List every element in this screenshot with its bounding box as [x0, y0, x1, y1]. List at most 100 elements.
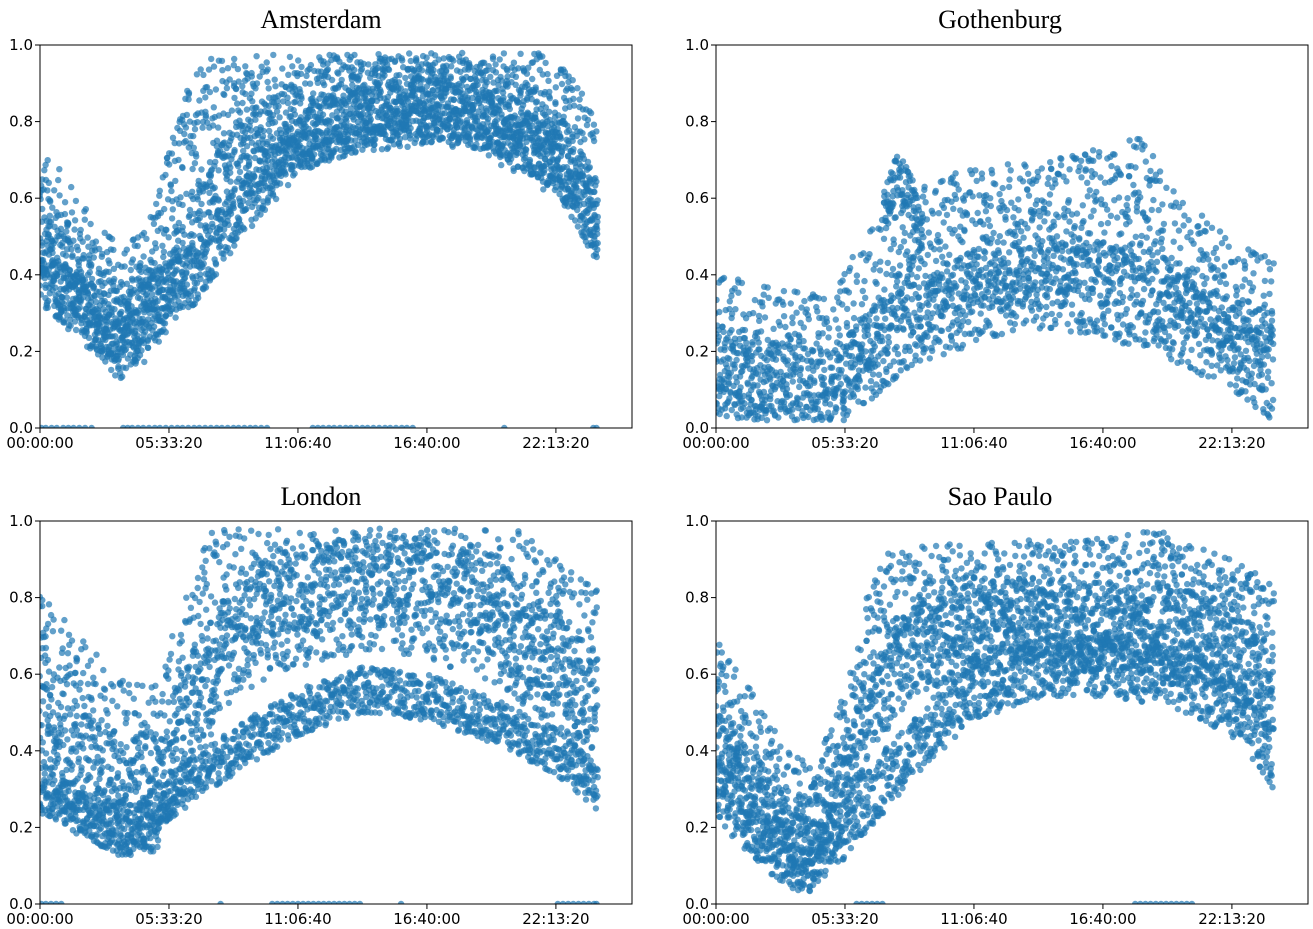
scatter-point [498, 161, 505, 169]
scatter-point [271, 156, 278, 163]
scatter-point [529, 129, 536, 136]
scatter-point [264, 138, 271, 146]
scatter-point [439, 110, 446, 117]
scatter-point [183, 190, 190, 197]
scatter-point [213, 424, 220, 428]
scatter-point [579, 130, 586, 137]
scatter-point [908, 296, 916, 303]
scatter-point [1209, 337, 1216, 344]
scatter-point [80, 282, 87, 289]
scatter-point [69, 252, 76, 259]
scatter-point [862, 294, 869, 301]
scatter-point [298, 95, 305, 102]
scatter-point [523, 70, 531, 77]
scatter-point [196, 208, 203, 215]
scatter-point [169, 134, 177, 141]
scatter-point [578, 193, 585, 201]
scatter-point [764, 336, 771, 344]
scatter-point [281, 169, 289, 176]
scatter-point [301, 133, 308, 141]
scatter-point [803, 306, 810, 313]
scatter-point [240, 147, 247, 155]
scatter-point [100, 271, 107, 279]
scatter-point [478, 103, 485, 111]
scatter-point [896, 262, 904, 269]
scatter-point [484, 127, 491, 135]
scatter-point [535, 151, 542, 158]
scatter-point [230, 200, 237, 208]
scatter-point [235, 424, 242, 428]
scatter-point [1203, 251, 1210, 258]
scatter-point [291, 111, 299, 118]
scatter-point [1108, 162, 1115, 170]
scatter-point [1142, 158, 1150, 165]
scatter-point [213, 137, 221, 144]
scatter-point [546, 144, 553, 151]
scatter-point [47, 280, 54, 287]
scatter-point [980, 221, 987, 228]
scatter-point [99, 250, 106, 258]
scatter-point [326, 123, 333, 131]
scatter-point [108, 309, 115, 316]
scatter-point [1172, 284, 1180, 292]
scatter-point [140, 253, 147, 260]
scatter-point [423, 83, 431, 90]
scatter-point [119, 351, 127, 359]
scatter-point [241, 225, 248, 233]
scatter-point [118, 308, 125, 316]
scatter-point [258, 424, 265, 428]
scatter-point [62, 252, 70, 259]
scatter-point [574, 115, 582, 122]
scatter-point [194, 196, 201, 203]
scatter-point [858, 301, 866, 308]
scatter-point [55, 316, 62, 323]
scatter-point [48, 424, 55, 428]
scatter-point [761, 314, 769, 321]
scatter-point [1158, 235, 1165, 242]
scatter-point [367, 109, 374, 116]
scatter-point [431, 52, 439, 59]
scatter-point [156, 187, 163, 194]
scatter-point [748, 357, 756, 365]
scatter-point [354, 118, 361, 126]
scatter-point [1172, 199, 1180, 206]
scatter-point [101, 279, 109, 287]
scatter-point [123, 246, 130, 253]
scatter-point [546, 93, 553, 100]
scatter-point [354, 95, 361, 102]
scatter-point [482, 67, 489, 75]
scatter-point [1195, 223, 1202, 230]
scatter-point [520, 156, 528, 163]
scatter-point [376, 86, 384, 94]
scatter-point [359, 82, 367, 90]
scatter-point [175, 156, 182, 164]
scatter-point [456, 119, 464, 126]
scatter-point [1134, 199, 1141, 206]
scatter-point [900, 238, 908, 245]
scatter-point [227, 137, 234, 145]
scatter-point [1177, 244, 1184, 252]
scatter-point [558, 149, 566, 156]
scatter-point [569, 77, 576, 84]
scatter-point [562, 120, 569, 128]
scatter-point [1233, 287, 1241, 294]
scatter-point [226, 76, 233, 83]
scatter-point [210, 63, 218, 70]
scatter-point [1133, 144, 1140, 151]
scatter-point [439, 134, 446, 141]
scatter-point [793, 416, 801, 423]
scatter-point [365, 103, 373, 110]
scatter-point [101, 229, 108, 236]
scatter-point [410, 67, 417, 75]
scatter-point [772, 356, 780, 363]
scatter-point [492, 87, 499, 94]
chart-title: Amsterdam [260, 5, 381, 34]
scatter-point [1205, 256, 1212, 263]
scatter-point [1212, 273, 1219, 280]
scatter-point [576, 96, 583, 103]
scatter-point [728, 310, 736, 318]
scatter-point [144, 344, 152, 351]
scatter-point [349, 81, 356, 89]
scatter-point [999, 184, 1006, 192]
scatter-point [545, 77, 552, 85]
